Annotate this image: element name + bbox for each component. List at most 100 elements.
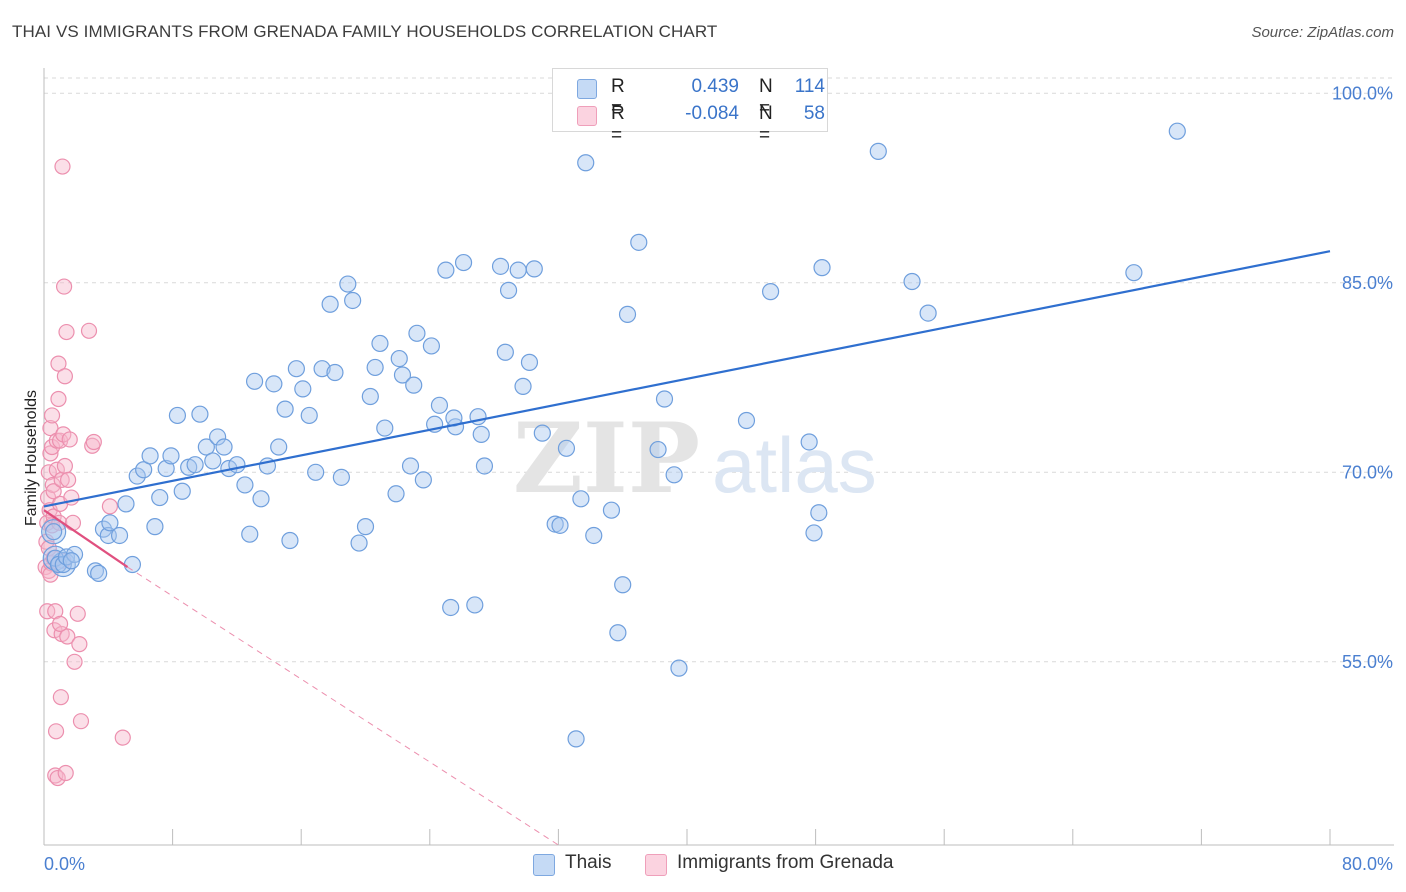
thais-point <box>252 490 270 508</box>
bottom-legend-label-thais: Thais <box>565 852 612 873</box>
legend-n-label: N = <box>759 103 773 146</box>
legend-r-value: 0.439 <box>691 76 739 97</box>
thais-point <box>903 272 921 291</box>
grenada-point <box>66 653 83 670</box>
thais-point <box>472 425 490 443</box>
legend-r-label: R = <box>611 103 625 146</box>
grenada-point <box>64 514 82 531</box>
thais-point <box>86 562 105 580</box>
grenada-point <box>80 322 98 339</box>
thais-point <box>520 353 539 371</box>
thais-point <box>313 360 331 378</box>
thais-point <box>572 490 590 508</box>
y-axis-label: Family Households <box>23 390 40 526</box>
source-label[interactable]: Source: ZipAtlas.com <box>1251 24 1394 41</box>
grenada-trend-line <box>43 509 129 568</box>
thais-point <box>869 142 887 160</box>
thais-point <box>496 343 514 361</box>
thais-point <box>390 349 408 368</box>
legend-swatch-grenada <box>577 106 597 126</box>
thais-point <box>245 372 264 390</box>
thais-point <box>1168 122 1186 140</box>
y-tick-label: 70.0% <box>1342 462 1393 482</box>
thais-point <box>356 518 375 536</box>
thais-point <box>585 526 603 545</box>
thais-point <box>499 281 518 299</box>
thais-point <box>90 564 108 582</box>
thais-point <box>339 275 357 293</box>
thais-point <box>430 396 449 414</box>
y-tick-label: 85.0% <box>1342 273 1393 293</box>
grenada-point <box>72 713 90 730</box>
grenada-point <box>56 457 73 475</box>
thais-point <box>45 523 63 541</box>
thais-point <box>422 337 441 355</box>
grenada-trend-extension <box>127 566 559 846</box>
thais-point <box>810 504 828 522</box>
grenada-point <box>50 390 67 408</box>
thais-point <box>437 261 455 279</box>
grenada-point <box>46 622 63 639</box>
y-tick-label: 100.0% <box>1332 83 1393 103</box>
thais-point <box>670 659 688 677</box>
legend: R = 0.439 N = 114 R = -0.084 N = 58 <box>552 68 828 146</box>
thais-point <box>186 456 204 474</box>
thais-point <box>614 576 632 594</box>
thais-point <box>168 406 187 425</box>
thais-point <box>813 259 831 277</box>
thais-point <box>665 466 683 484</box>
bottom-legend-label-grenada: Immigrants from Grenada <box>677 852 894 873</box>
thais-point <box>287 360 305 378</box>
thais-point <box>204 452 222 470</box>
series-thais-points <box>41 122 1186 748</box>
thais-point <box>630 233 648 251</box>
thais-point <box>557 439 576 457</box>
bottom-legend-swatch-thais <box>533 854 555 876</box>
legend-n-value: 114 <box>794 76 825 97</box>
thais-point <box>442 598 460 617</box>
thais-point <box>215 438 233 456</box>
thais-point <box>332 468 350 486</box>
trend-lines <box>43 250 1331 846</box>
legend-swatch-thais <box>577 79 597 99</box>
grenada-point <box>60 471 77 488</box>
thais-point <box>209 428 227 446</box>
watermark: ZIP atlas <box>513 402 877 515</box>
grenada-point <box>69 605 86 622</box>
grenada-point <box>42 445 59 462</box>
grenada-point <box>54 158 71 175</box>
grid-lines <box>44 77 1394 663</box>
thais-point <box>567 730 585 748</box>
thais-point <box>761 283 780 301</box>
grenada-point <box>114 729 131 746</box>
thais-point <box>376 419 394 437</box>
thais-point <box>135 461 153 479</box>
thais-point <box>197 438 215 456</box>
thais-point <box>117 495 135 513</box>
thais-point <box>236 476 254 494</box>
thais-point <box>514 377 532 395</box>
legend-r-value: -0.084 <box>685 103 739 124</box>
thais-point <box>737 411 756 430</box>
thais-point <box>162 447 180 465</box>
grenada-point <box>47 767 64 784</box>
thais-point <box>414 471 432 489</box>
legend-n-value: 58 <box>803 103 825 124</box>
grenada-point <box>55 278 73 295</box>
thais-point <box>151 488 169 507</box>
grenada-point <box>61 431 78 448</box>
grenada-point <box>71 636 88 653</box>
thais-point <box>408 324 426 342</box>
thais-point <box>618 305 637 323</box>
thais-point <box>141 447 159 465</box>
grenada-point <box>50 355 67 372</box>
grenada-point <box>45 483 62 500</box>
thais-point <box>533 424 551 442</box>
thais-point <box>128 467 146 485</box>
thais-point <box>393 366 412 384</box>
grenada-point <box>43 407 61 424</box>
thais-point <box>344 291 362 310</box>
grenada-point <box>47 723 65 740</box>
thais-point <box>281 531 299 550</box>
thais-point <box>1125 264 1143 282</box>
